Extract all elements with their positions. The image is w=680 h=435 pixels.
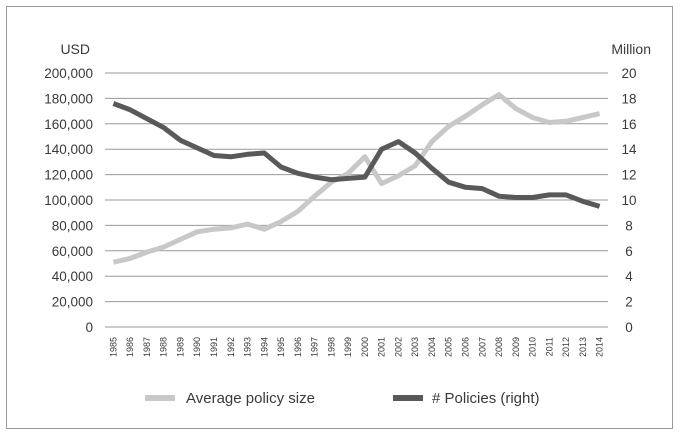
right-tick-label: 14: [621, 142, 637, 157]
right-tick-label: 16: [621, 117, 636, 132]
x-tick-label: 1998: [326, 337, 336, 357]
x-tick-label: 1994: [259, 337, 269, 357]
x-tick-label: 2009: [511, 337, 521, 357]
x-tick-label: 1985: [108, 337, 118, 357]
x-tick-label: 1991: [209, 337, 219, 357]
x-tick-label: 2007: [477, 337, 487, 357]
x-tick-label: 2003: [410, 337, 420, 357]
left-tick-label: 200,000: [44, 66, 93, 81]
x-tick-label: 1989: [175, 337, 185, 357]
x-tick-label: 2005: [444, 337, 454, 357]
series-line: [112, 101, 601, 209]
right-tick-label: 10: [621, 193, 636, 208]
x-tick-label: 2012: [561, 337, 571, 357]
x-tick-label: 1990: [192, 337, 202, 357]
chart-frame: [6, 6, 673, 429]
right-tick-label: 12: [621, 168, 636, 183]
x-tick-label: 2014: [595, 337, 605, 357]
legend-label: Average policy size: [186, 390, 315, 407]
right-tick-label: 4: [625, 269, 633, 284]
x-tick-label: 2001: [377, 337, 387, 357]
x-tick-label: 2002: [393, 337, 403, 357]
left-tick-label: 0: [85, 320, 93, 335]
x-tick-label: 1988: [159, 337, 169, 357]
left-tick-label: 80,000: [52, 218, 93, 233]
x-tick-label: 1999: [343, 337, 353, 357]
right-tick-label: 18: [621, 91, 636, 106]
left-tick-label: 40,000: [52, 269, 93, 284]
left-tick-label: 160,000: [44, 117, 93, 132]
x-tick-label: 1987: [142, 337, 152, 357]
left-tick-label: 180,000: [44, 91, 93, 106]
left-tick-label: 60,000: [52, 244, 93, 259]
right-axis-unit: Million: [611, 41, 651, 57]
x-tick-label: 1993: [243, 337, 253, 357]
x-tick-label: 1986: [125, 337, 135, 357]
left-tick-label: 100,000: [44, 193, 93, 208]
x-tick-label: 2008: [494, 337, 504, 357]
left-axis-unit: USD: [60, 41, 90, 57]
right-tick-label: 6: [625, 244, 633, 259]
x-tick-label: 1995: [276, 337, 286, 357]
series-line: [112, 92, 601, 265]
right-tick-label: 8: [625, 218, 633, 233]
x-tick-label: 2011: [544, 337, 554, 356]
left-tick-label: 140,000: [44, 142, 93, 157]
right-tick-label: 20: [621, 66, 636, 81]
x-tick-label: 2004: [427, 337, 437, 357]
right-tick-label: 0: [625, 320, 633, 335]
x-tick-label: 1997: [310, 337, 320, 357]
x-tick-label: 2006: [460, 337, 470, 357]
x-tick-label: 1996: [293, 337, 303, 357]
left-tick-label: 20,000: [52, 295, 93, 310]
x-tick-label: 2000: [360, 337, 370, 357]
x-tick-label: 1992: [226, 337, 236, 357]
right-tick-label: 2: [625, 295, 633, 310]
left-tick-label: 120,000: [44, 168, 93, 183]
legend-label: # Policies (right): [432, 390, 540, 407]
x-tick-label: 2013: [578, 337, 588, 357]
x-tick-label: 2010: [528, 337, 538, 357]
